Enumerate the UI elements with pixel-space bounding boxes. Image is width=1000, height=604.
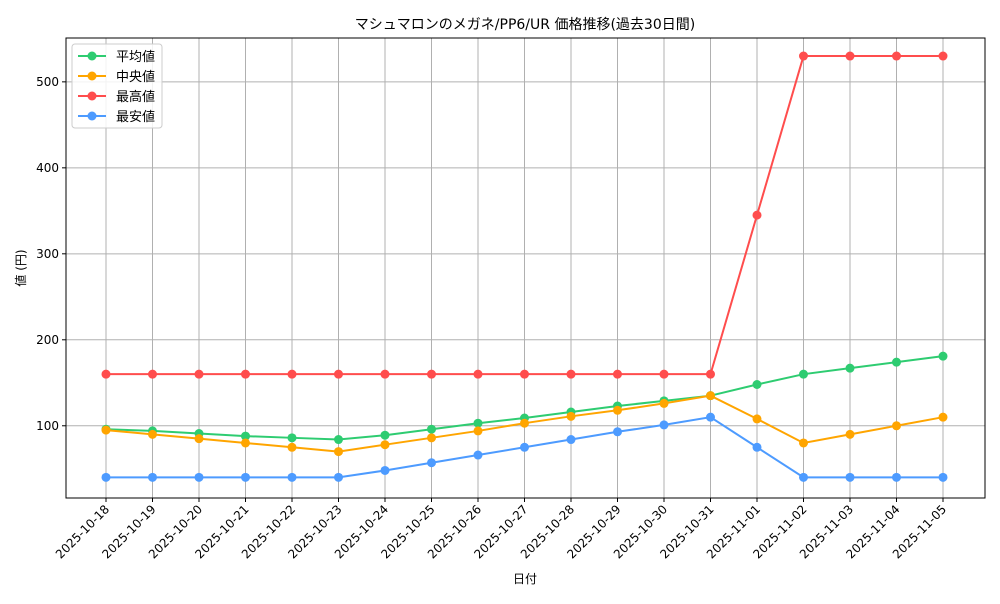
y-tick-label: 300 bbox=[36, 247, 59, 261]
data-point bbox=[101, 425, 111, 435]
data-point bbox=[752, 442, 762, 452]
legend-box bbox=[71, 43, 163, 129]
series-group bbox=[101, 51, 948, 482]
data-point bbox=[892, 51, 901, 61]
data-point bbox=[938, 412, 948, 422]
data-point bbox=[287, 369, 297, 379]
data-point bbox=[566, 369, 576, 379]
data-point bbox=[938, 51, 948, 61]
data-point bbox=[845, 429, 855, 439]
grid bbox=[66, 38, 985, 498]
data-point bbox=[706, 391, 715, 401]
plot-frame bbox=[65, 37, 986, 499]
data-point bbox=[380, 440, 390, 450]
data-point bbox=[845, 51, 855, 61]
data-point bbox=[334, 472, 343, 482]
data-point bbox=[473, 450, 483, 460]
legend-label: 最高値 bbox=[116, 89, 155, 105]
y-tick-label: 500 bbox=[36, 75, 59, 89]
data-point bbox=[287, 472, 297, 482]
data-point bbox=[520, 418, 529, 428]
data-point bbox=[194, 434, 204, 444]
x-axis-label: 日付 bbox=[513, 572, 537, 586]
data-point bbox=[659, 398, 669, 408]
data-point bbox=[148, 472, 157, 482]
series-1 bbox=[101, 391, 948, 457]
legend-marker bbox=[87, 91, 97, 101]
data-point bbox=[194, 472, 204, 482]
data-point bbox=[752, 210, 762, 220]
y-tick-label: 100 bbox=[36, 419, 59, 433]
data-point bbox=[613, 405, 622, 415]
legend-label: 最安値 bbox=[116, 109, 155, 125]
data-point bbox=[566, 435, 576, 445]
data-point bbox=[334, 447, 343, 457]
data-point bbox=[334, 369, 343, 379]
data-point bbox=[799, 51, 808, 61]
data-point bbox=[566, 411, 576, 421]
legend-label: 平均値 bbox=[116, 49, 155, 65]
data-point bbox=[892, 421, 901, 431]
data-point bbox=[752, 414, 762, 424]
data-point bbox=[334, 435, 343, 445]
data-point bbox=[380, 430, 390, 440]
data-point bbox=[845, 472, 855, 482]
series-2 bbox=[101, 51, 948, 379]
data-point bbox=[427, 433, 436, 443]
data-point bbox=[287, 442, 297, 452]
data-point bbox=[473, 369, 483, 379]
data-point bbox=[380, 369, 390, 379]
data-point bbox=[241, 438, 250, 448]
data-point bbox=[241, 472, 250, 482]
data-point bbox=[473, 426, 483, 436]
data-point bbox=[520, 442, 529, 452]
data-point bbox=[938, 472, 948, 482]
data-point bbox=[520, 369, 529, 379]
y-axis-label: 値 (円) bbox=[13, 249, 28, 286]
data-point bbox=[427, 424, 436, 434]
legend-label: 中央値 bbox=[116, 69, 155, 85]
series-3 bbox=[101, 412, 948, 482]
data-point bbox=[241, 431, 250, 441]
data-point bbox=[473, 418, 483, 428]
data-point bbox=[194, 369, 204, 379]
data-point bbox=[799, 369, 808, 379]
data-point bbox=[427, 458, 436, 468]
data-point bbox=[659, 369, 669, 379]
legend-marker bbox=[87, 51, 97, 61]
data-point bbox=[101, 472, 111, 482]
data-point bbox=[892, 472, 901, 482]
y-tick-label: 400 bbox=[36, 161, 59, 175]
data-point bbox=[101, 369, 111, 379]
data-point bbox=[659, 420, 669, 430]
data-point bbox=[799, 438, 808, 448]
data-point bbox=[241, 369, 250, 379]
chart-title: マシュマロンのメガネ/PP6/UR 価格推移(過去30日間) bbox=[355, 17, 695, 33]
data-point bbox=[613, 427, 622, 437]
legend-marker bbox=[87, 71, 97, 81]
data-point bbox=[148, 369, 157, 379]
data-point bbox=[845, 363, 855, 373]
data-point bbox=[706, 412, 715, 422]
data-point bbox=[799, 472, 808, 482]
data-point bbox=[752, 380, 762, 390]
data-point bbox=[938, 351, 948, 361]
y-ticks: 100 200 300 400 500 bbox=[36, 75, 66, 433]
data-point bbox=[892, 357, 901, 367]
data-point bbox=[380, 465, 390, 475]
data-point bbox=[148, 429, 157, 439]
y-tick-label: 200 bbox=[36, 333, 59, 347]
data-point bbox=[287, 433, 297, 443]
data-point bbox=[427, 369, 436, 379]
legend-marker bbox=[87, 111, 97, 121]
data-point bbox=[613, 369, 622, 379]
data-point bbox=[706, 369, 715, 379]
